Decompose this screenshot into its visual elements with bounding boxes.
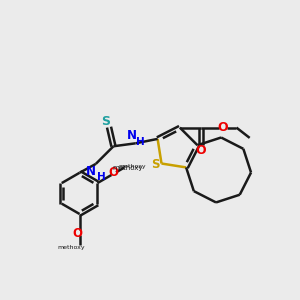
Text: H: H — [136, 137, 145, 147]
Text: O: O — [218, 121, 228, 134]
Text: O: O — [109, 166, 118, 178]
Text: H: H — [97, 172, 106, 182]
Text: O: O — [73, 227, 82, 240]
Text: S: S — [151, 158, 159, 172]
Text: N: N — [127, 130, 137, 142]
Text: N: N — [86, 165, 96, 178]
Text: methoxy: methoxy — [112, 165, 143, 171]
Text: O: O — [196, 144, 206, 157]
Text: S: S — [102, 115, 111, 128]
Text: methoxy: methoxy — [118, 164, 146, 169]
Text: methoxy: methoxy — [57, 245, 85, 250]
